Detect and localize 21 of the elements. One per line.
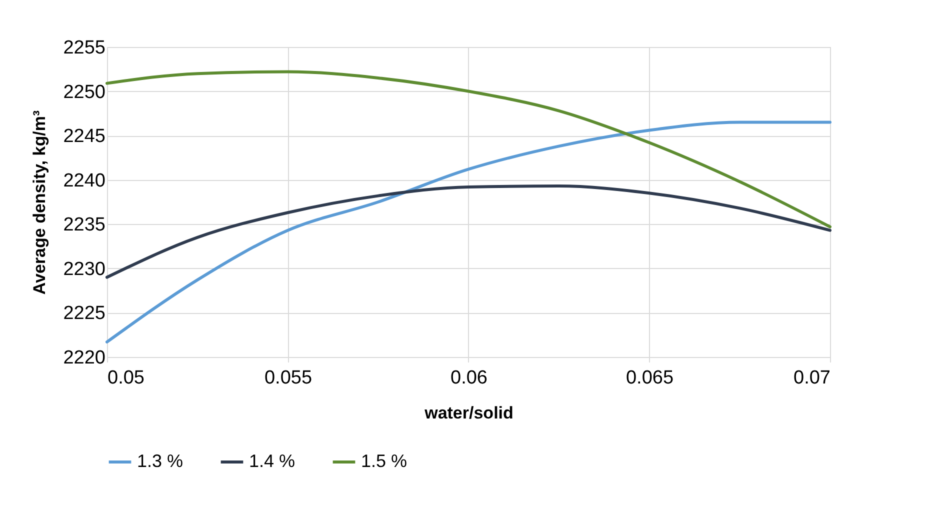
- x-tick-label: 0.055: [264, 368, 312, 388]
- y-tick-label: 2245: [63, 126, 106, 148]
- y-axis-title: Average density, kg/m³: [30, 110, 50, 295]
- y-tick-label: 2250: [63, 82, 106, 103]
- y-tick-label: 2230: [63, 258, 106, 280]
- y-tick-label: 2255: [63, 38, 106, 58]
- y-tick-label: 2240: [63, 170, 106, 192]
- line-series: [106, 184, 832, 279]
- x-tick-label: 0.05: [108, 368, 144, 388]
- y-tick-label: 2220: [63, 348, 106, 368]
- line-series: [106, 120, 832, 344]
- y-tick-label: 2225: [63, 303, 106, 324]
- legend-label: 1.3 %: [137, 451, 184, 471]
- x-tick-label: 0.07: [794, 368, 830, 388]
- legend-label: 1.4 %: [249, 451, 296, 471]
- line-series: [106, 70, 832, 228]
- x-tick-label: 0.065: [626, 368, 674, 388]
- legend-label: 1.5 %: [361, 451, 408, 471]
- x-tick-label: 0.06: [450, 368, 488, 388]
- y-tick-label: 2235: [63, 214, 106, 236]
- x-axis-title: water/solid: [424, 404, 514, 422]
